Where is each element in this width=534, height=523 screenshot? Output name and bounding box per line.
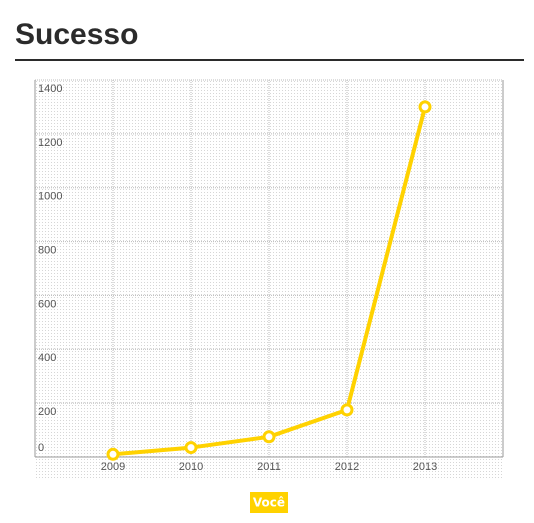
x-tick-label: 2011 [257, 461, 281, 473]
y-tick-label: 1400 [38, 83, 62, 95]
y-tick-label: 600 [38, 298, 56, 310]
y-tick-label: 400 [38, 352, 56, 364]
chart-title: Sucesso [15, 18, 138, 51]
y-tick-label: 1000 [38, 191, 62, 203]
legend-swatch [250, 492, 288, 513]
point [106, 447, 120, 461]
y-tick-label: 200 [38, 406, 56, 418]
y-tick-label: 0 [38, 442, 44, 454]
legend-label: Você [253, 496, 285, 510]
point [418, 100, 432, 114]
y-tick-label: 800 [38, 244, 56, 256]
y-tick-label: 1200 [38, 137, 62, 149]
point [184, 441, 198, 455]
point [262, 430, 276, 444]
point [340, 403, 354, 417]
x-tick-label: 2012 [335, 461, 359, 473]
x-tick-label: 2010 [179, 461, 203, 473]
x-tick-label: 2013 [413, 461, 437, 473]
x-tick-label: 2009 [101, 461, 125, 473]
